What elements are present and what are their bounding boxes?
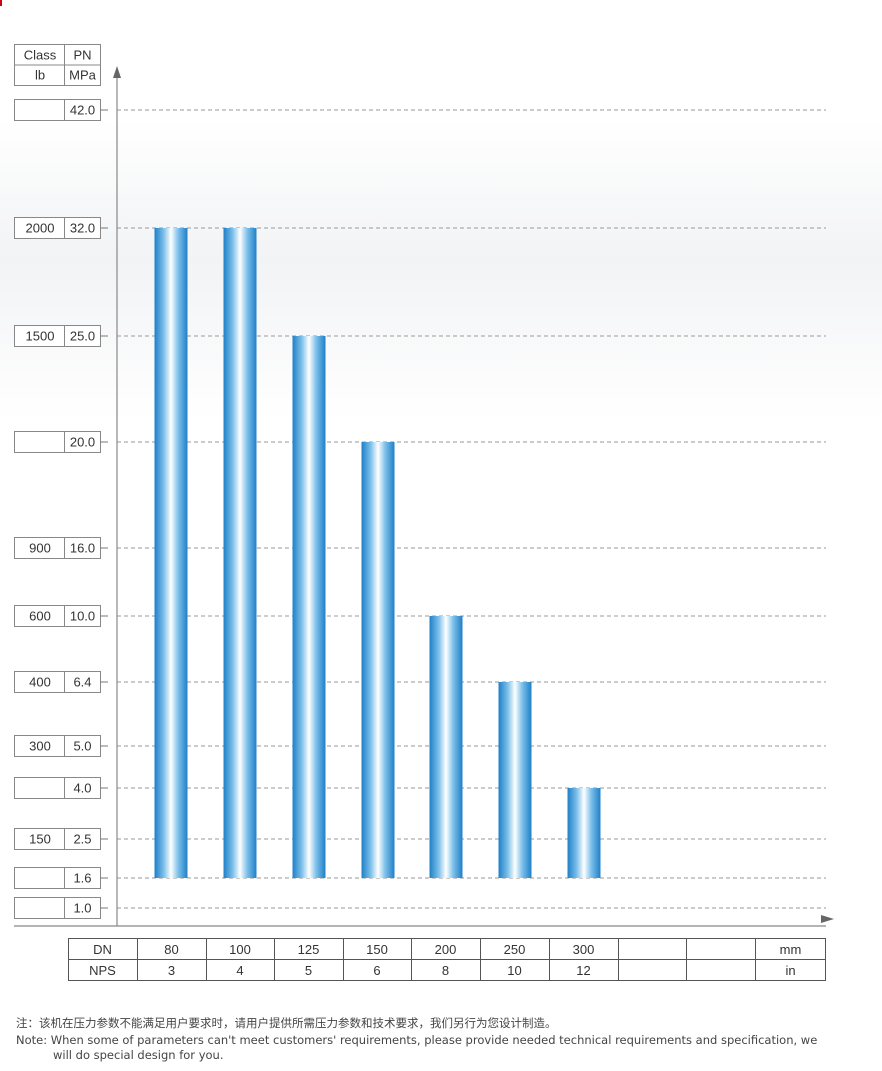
dn-value: 250 [504, 942, 526, 957]
class-value: 600 [29, 609, 51, 624]
class-box [14, 431, 65, 453]
pn-value: 4.0 [73, 781, 91, 796]
class-box [14, 99, 65, 121]
pn-value: 42.0 [70, 103, 95, 118]
class-box [14, 777, 65, 799]
dn-value: 300 [573, 942, 595, 957]
nps-value: 5 [305, 963, 312, 978]
class-value: 1500 [26, 329, 55, 344]
y-axis-header-table: Class PN lb MPa [14, 44, 101, 86]
dn-label: DN [93, 942, 112, 957]
pn-value: 5.0 [73, 739, 91, 754]
pn-value: 2.5 [73, 832, 91, 847]
note-chinese: 注：该机在压力参数不能满足用户要求时，请用户提供所需压力参数和技术要求，我们另行… [16, 1016, 557, 1030]
nps-value: 12 [576, 963, 590, 978]
bar-dn-80 [154, 228, 188, 878]
x-axis-arrow-icon [821, 915, 834, 923]
header-class-label: Class [24, 48, 57, 63]
dn-unit: mm [780, 942, 802, 957]
pressure-rating-chart: 1.0 1.6 150 2.5 4.0 300 5.0 400 6.4 600 10.0 900 16.… [14, 44, 834, 981]
y-axis-label-boxes: 1.0 1.6 150 2.5 4.0 300 5.0 400 6.4 600 10.0 900 16.… [14, 99, 108, 919]
pn-value: 1.0 [73, 901, 91, 916]
dn-value: 200 [435, 942, 457, 957]
bars [154, 228, 601, 878]
pn-value: 25.0 [70, 329, 95, 344]
dn-value: 125 [298, 942, 320, 957]
class-value: 150 [29, 832, 51, 847]
class-value: 400 [29, 675, 51, 690]
pn-value: 10.0 [70, 609, 95, 624]
note-english-line2: will do special design for you. [53, 1048, 224, 1062]
nps-value: 6 [373, 963, 380, 978]
bar-dn-250 [498, 682, 532, 878]
nps-value: 3 [168, 963, 175, 978]
header-pn-label: PN [73, 48, 91, 63]
dn-value: 100 [229, 942, 251, 957]
class-value: 300 [29, 739, 51, 754]
note-english-line1: Note: When some of parameters can't meet… [16, 1033, 818, 1047]
nps-value: 8 [442, 963, 449, 978]
header-class-unit: lb [35, 68, 45, 83]
class-value: 2000 [26, 221, 55, 236]
pn-value: 6.4 [73, 675, 91, 690]
class-value: 900 [29, 541, 51, 556]
header-pn-unit: MPa [69, 68, 97, 83]
bar-dn-100 [223, 228, 257, 878]
nps-value: 10 [507, 963, 521, 978]
nps-label: NPS [89, 963, 116, 978]
pn-value: 32.0 [70, 221, 95, 236]
bar-dn-300 [567, 788, 601, 878]
bar-dn-125 [292, 336, 326, 878]
bar-dn-200 [429, 616, 463, 878]
class-box [14, 867, 65, 889]
axes [14, 66, 834, 927]
pn-value: 1.6 [73, 871, 91, 886]
bar-dn-150 [361, 442, 395, 878]
pn-value: 20.0 [70, 435, 95, 450]
nps-value: 4 [236, 963, 243, 978]
x-axis-size-table: DN NPS 80 100 125 150 200 250 300 3 4 5 6 8 10 12 mm in [68, 938, 826, 981]
y-axis-arrow-icon [113, 66, 121, 78]
note-english: Note: When some of parameters can't meet… [16, 1033, 866, 1063]
nps-unit: in [785, 963, 795, 978]
dn-value: 80 [164, 942, 178, 957]
corner-mark [0, 0, 2, 6]
grid-lines [117, 109, 826, 909]
class-box [14, 897, 65, 919]
dn-value: 150 [366, 942, 388, 957]
pn-value: 16.0 [70, 541, 95, 556]
